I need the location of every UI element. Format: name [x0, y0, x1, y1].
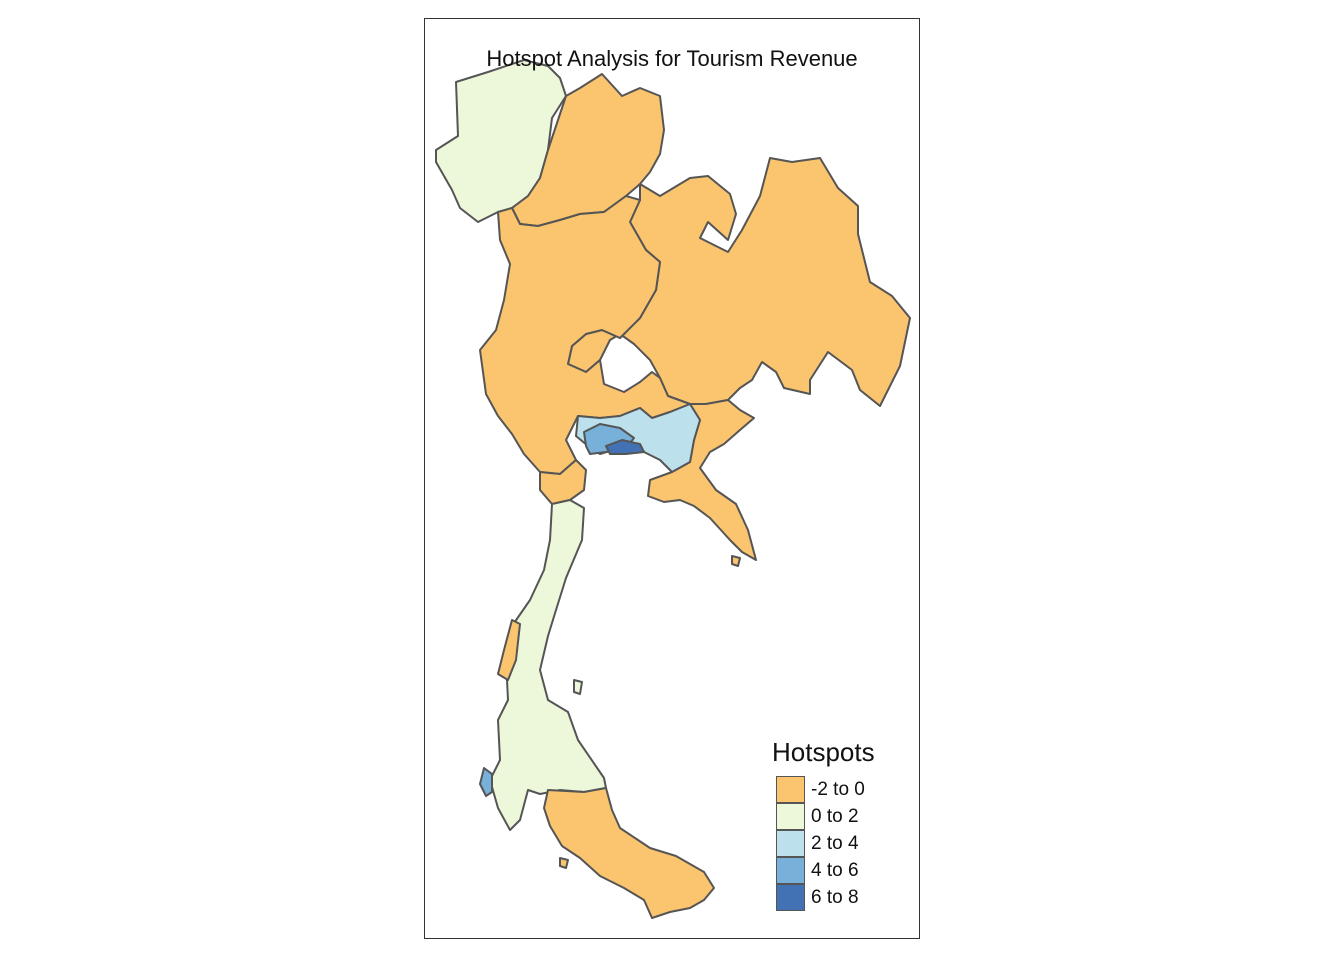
- legend-item: 2 to 4: [772, 830, 875, 857]
- region-east: [647, 399, 757, 561]
- island-phuket: [479, 767, 493, 797]
- legend-label: 6 to 8: [811, 886, 859, 908]
- legend-item: -2 to 0: [772, 776, 875, 803]
- legend-label: 4 to 6: [811, 859, 859, 881]
- region-central-west: [479, 195, 691, 475]
- legend-label: -2 to 0: [811, 778, 865, 800]
- legend-swatch: [776, 857, 805, 884]
- legend-swatch: [776, 776, 805, 803]
- legend-item: 6 to 8: [772, 884, 875, 911]
- legend-swatch: [776, 830, 805, 857]
- legend-label: 0 to 2: [811, 805, 859, 827]
- region-bangkok-core: [605, 439, 645, 455]
- island-kohchang: [731, 555, 741, 567]
- map-title: Hotspot Analysis for Tourism Revenue: [486, 46, 858, 71]
- legend: Hotspots -2 to 0 0 to 2 2 to 4 4 to 6 6 …: [772, 737, 875, 911]
- legend-item: 4 to 6: [772, 857, 875, 884]
- island-tarutao: [559, 857, 569, 869]
- region-ranong: [497, 619, 521, 681]
- legend-item: 0 to 2: [772, 803, 875, 830]
- region-west-coast: [539, 459, 587, 505]
- region-deep-south: [543, 787, 715, 919]
- legend-title: Hotspots: [772, 737, 875, 767]
- legend-swatch: [776, 803, 805, 830]
- legend-swatch: [776, 884, 805, 911]
- island-samui: [573, 679, 583, 695]
- legend-label: 2 to 4: [811, 832, 859, 854]
